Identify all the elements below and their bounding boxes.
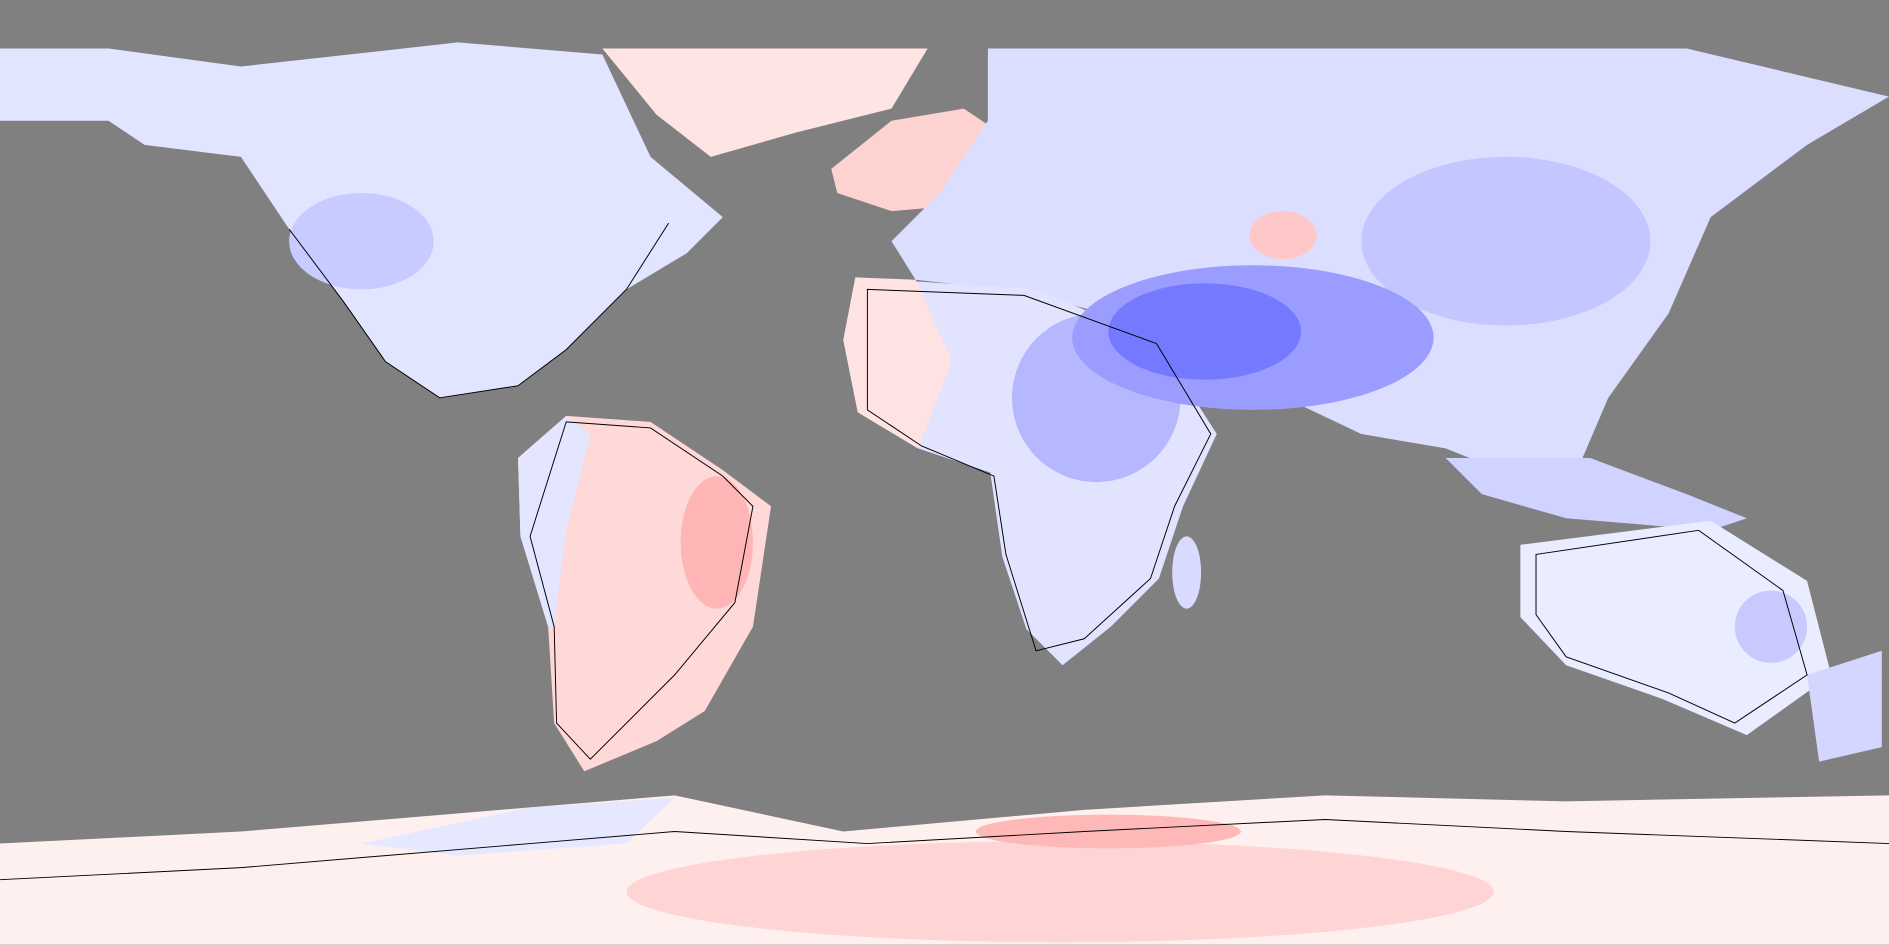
arabia-strong-cool [1108, 283, 1302, 380]
coastline [866, 288, 1212, 652]
brazil-warm [680, 476, 753, 609]
coastline [0, 818, 1889, 881]
australia-east-cool [1734, 590, 1808, 663]
coastline [1535, 529, 1808, 724]
coastline [529, 421, 754, 760]
new-zealand [1807, 650, 1882, 762]
north-america-cool [289, 193, 434, 290]
east-asia-cool [1361, 156, 1651, 326]
coastline [288, 222, 670, 399]
antarctica-warm [626, 841, 1494, 943]
maritime-asia [1445, 458, 1747, 531]
caspian-warm [1249, 211, 1317, 260]
madagascar [1172, 536, 1202, 609]
south-america-west [518, 415, 591, 627]
africa-west-warm [843, 277, 952, 449]
antarctica-coast-warm [975, 814, 1241, 849]
greenland [602, 48, 928, 157]
australia [1520, 520, 1832, 736]
antarctic-peninsula [361, 797, 675, 856]
